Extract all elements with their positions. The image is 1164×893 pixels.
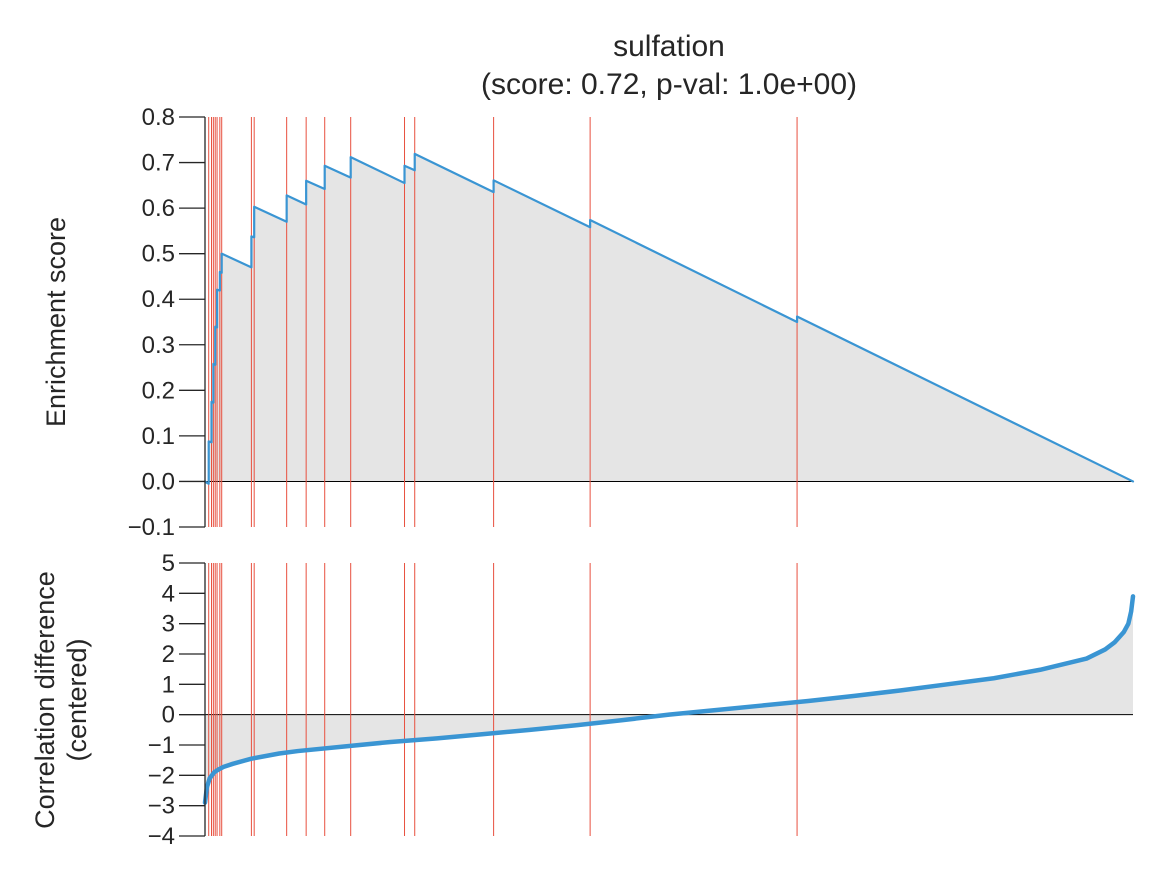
enrichment-area-fill xyxy=(205,153,1133,484)
enrichment-y-tick-label: 0.8 xyxy=(142,104,175,131)
correlation-ylabel-line: Correlation difference xyxy=(30,571,60,829)
enrichment-y-tick-label: −0.1 xyxy=(128,514,175,541)
chart-title: sulfation xyxy=(613,30,725,63)
enrichment-panel: 0.8 0.7 0.6 0.5 0.4 0.3 0.2 0.1 0.0 −0.1 xyxy=(128,104,1135,541)
enrichment-y-tick-label: 0.3 xyxy=(142,332,175,359)
enrichment-y-tick-label: 0.2 xyxy=(142,377,175,404)
correlation-y-tick-label: −1 xyxy=(148,732,175,759)
correlation-y-tick-label: 0 xyxy=(162,702,175,729)
correlation-y-tick-label: −4 xyxy=(148,823,175,850)
enrichment-y-tick-label: 0.6 xyxy=(142,195,175,222)
enrichment-ylabel: Enrichment score xyxy=(41,217,71,427)
enrichment-y-tick-label: 0.7 xyxy=(142,150,175,177)
correlation-y-tick-label: 5 xyxy=(162,550,175,577)
correlation-y-tick-label: 1 xyxy=(162,671,175,698)
enrichment-series-line xyxy=(203,152,1135,485)
correlation-series-line xyxy=(202,594,1136,805)
correlation-y-tick-label: −2 xyxy=(148,762,175,789)
correlation-y-tick-label: 3 xyxy=(162,611,175,638)
correlation-area-fill xyxy=(205,596,1133,803)
enrichment-y-tick-label: 0.1 xyxy=(142,423,175,450)
chart-subtitle: (score: 0.72, p-val: 1.0e+00) xyxy=(481,68,857,101)
enrichment-y-tick-label: 0.5 xyxy=(142,241,175,268)
correlation-y-tick-label: −3 xyxy=(148,793,175,820)
correlation-y-tick-label: 4 xyxy=(162,580,175,607)
correlation-y-tick-label: 2 xyxy=(162,641,175,668)
correlation-panel: 5 4 3 2 1 0 −1 −2 −3 −4 xyxy=(148,550,1136,850)
correlation-ylabel-line: (centered) xyxy=(62,638,92,761)
enrichment-y-tick-label: 0.4 xyxy=(142,286,175,313)
enrichment-y-tick-label: 0.0 xyxy=(142,468,175,495)
correlation-ylabel: Correlation difference(centered) xyxy=(30,571,92,829)
